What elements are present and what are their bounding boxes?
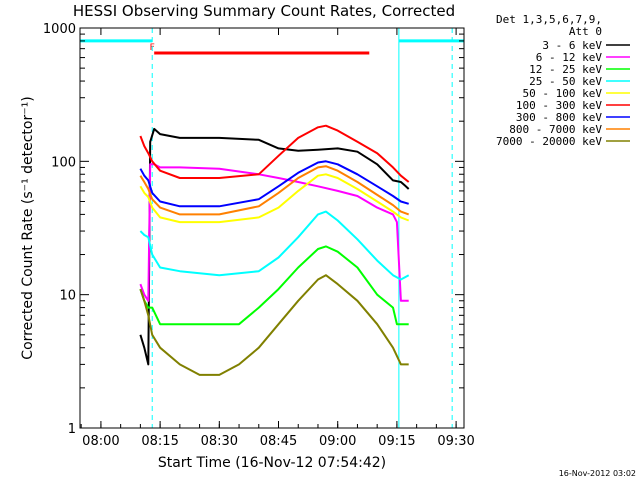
y-axis: 1 10 100 1000 bbox=[43, 22, 464, 437]
flag-label-1: N bbox=[75, 31, 82, 41]
legend-label-0: 3 - 6 keV bbox=[542, 39, 602, 52]
x-tick-label-4: 09:00 bbox=[319, 434, 356, 449]
legend-label-3: 25 - 50 keV bbox=[529, 75, 602, 88]
series-line-0 bbox=[139, 127, 410, 366]
series-line-5 bbox=[139, 124, 410, 183]
legend-label-5: 100 - 300 keV bbox=[516, 99, 602, 112]
legend-label-1: 6 - 12 keV bbox=[536, 51, 603, 64]
y-tick-label-3: 1000 bbox=[43, 22, 76, 37]
x-tick-label-1: 08:15 bbox=[141, 434, 178, 449]
x-tick-label-0: 08:00 bbox=[82, 434, 119, 449]
series-line-6 bbox=[139, 160, 409, 208]
event-line-layer bbox=[151, 28, 453, 428]
legend-label-8: 7000 - 20000 keV bbox=[496, 135, 602, 148]
x-tick-label-3: 08:45 bbox=[260, 434, 297, 449]
y-tick-label-0: 1 bbox=[68, 422, 76, 437]
x-tick-label-5: 09:15 bbox=[378, 434, 415, 449]
legend-label-4: 50 - 100 keV bbox=[523, 87, 603, 100]
chart-title: HESSI Observing Summary Count Rates, Cor… bbox=[73, 2, 455, 20]
series-line-4 bbox=[139, 173, 410, 224]
legend-label-6: 300 - 800 keV bbox=[516, 111, 602, 124]
timestamp: 16-Nov-2012 03:02 bbox=[559, 469, 636, 478]
x-tick-label-6: 09:30 bbox=[437, 434, 474, 449]
series-line-1 bbox=[139, 163, 409, 302]
series-line-7 bbox=[139, 165, 410, 216]
y-tick-label-1: 10 bbox=[59, 289, 76, 304]
legend-label-2: 12 - 25 keV bbox=[529, 63, 602, 76]
y-axis-label: Corrected Count Rate (s⁻¹ detector⁻¹) bbox=[20, 96, 36, 359]
series-line-2 bbox=[139, 245, 409, 326]
flag-layer: FN bbox=[75, 31, 464, 55]
x-axis: 08:00 08:15 08:30 08:45 09:00 09:15 09:30 bbox=[80, 28, 475, 449]
x-axis-label: Start Time (16-Nov-12 07:54:42) bbox=[158, 455, 386, 471]
x-tick-label-2: 08:30 bbox=[201, 434, 238, 449]
y-tick-label-2: 100 bbox=[51, 155, 76, 170]
series-layer bbox=[139, 124, 410, 376]
plot-frame bbox=[79, 27, 465, 429]
series-line-3 bbox=[139, 210, 410, 281]
legend-label-7: 800 - 7000 keV bbox=[509, 123, 602, 136]
legend-header-line-2: Att 0 bbox=[569, 25, 602, 38]
series-line-8 bbox=[139, 274, 409, 376]
legend-header-line-1: Det 1,3,5,6,7,9, bbox=[496, 13, 602, 26]
